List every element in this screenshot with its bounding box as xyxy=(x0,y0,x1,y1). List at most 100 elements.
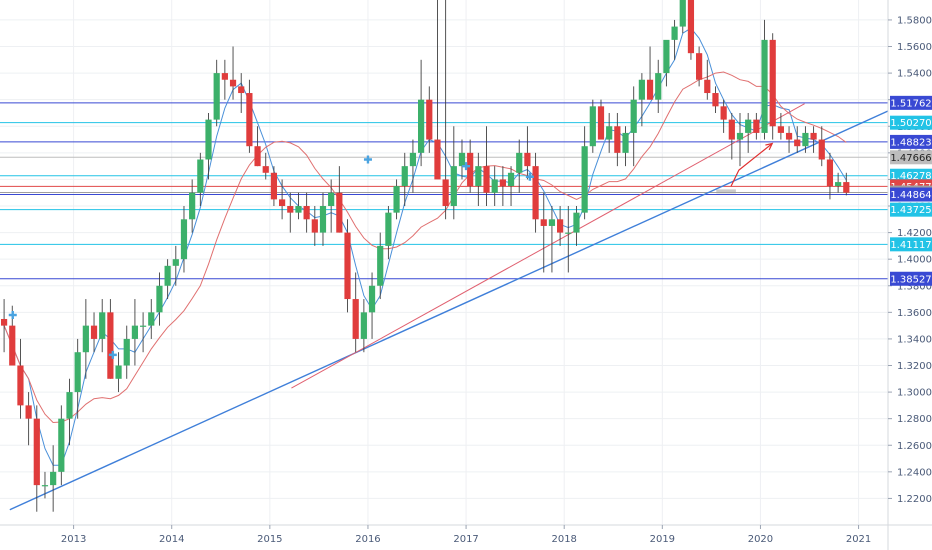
candle-body xyxy=(720,106,727,120)
candle-body xyxy=(475,166,482,187)
price-badge-label: 1.48823 xyxy=(890,137,931,148)
price-badge xyxy=(890,202,932,217)
candle-body xyxy=(818,139,825,160)
candle-body xyxy=(646,79,654,100)
candle-body xyxy=(589,106,596,147)
candle-body xyxy=(638,79,645,100)
candle-body xyxy=(810,132,817,140)
candle-body xyxy=(826,159,834,187)
candlesticks xyxy=(0,0,850,512)
candle-body xyxy=(761,39,768,133)
candle-body xyxy=(712,93,719,107)
candle-body xyxy=(581,146,588,213)
support-box xyxy=(716,189,736,194)
price-badge xyxy=(890,168,932,183)
candle-body xyxy=(442,179,449,207)
signal-marker xyxy=(525,172,534,181)
y-tick-label: 1.30000 xyxy=(897,388,932,399)
candle-body xyxy=(99,312,106,339)
candle-body xyxy=(172,259,179,266)
price-badge xyxy=(890,150,932,165)
candle-body xyxy=(74,352,81,393)
candle-body xyxy=(794,139,801,147)
y-tick-label: 1.54000 xyxy=(897,69,932,80)
candle-body xyxy=(401,166,408,187)
candle-body xyxy=(802,132,809,147)
candle-body xyxy=(785,132,793,140)
trendline-inner xyxy=(291,103,805,389)
candle-body xyxy=(491,179,498,193)
candle-body xyxy=(311,219,318,233)
price-badge-label: 1.41117 xyxy=(890,240,931,251)
price-badge xyxy=(890,237,932,252)
x-tick-label: 2021 xyxy=(846,534,871,545)
candle-body xyxy=(197,159,204,193)
candle-body xyxy=(254,146,261,167)
candle-body xyxy=(606,126,613,140)
candle-body xyxy=(107,312,114,379)
price-badge xyxy=(890,115,932,130)
candle-body xyxy=(319,206,327,233)
grid-lines xyxy=(0,0,888,525)
x-tick-label: 2019 xyxy=(650,534,675,545)
candle-body xyxy=(303,206,310,220)
price-badge-label: 1.47666 xyxy=(890,153,931,164)
candle-body xyxy=(663,39,670,74)
candle-body xyxy=(295,206,302,213)
candle-body xyxy=(90,325,98,339)
candle-body xyxy=(409,152,417,167)
candle-body xyxy=(499,179,506,187)
x-tick-label: 2018 xyxy=(551,534,576,545)
candle-body xyxy=(524,152,531,167)
candle-body xyxy=(33,418,40,486)
candle-body xyxy=(9,325,16,366)
ma-fast-line xyxy=(3,27,847,466)
candle-body xyxy=(58,418,65,472)
candle-body xyxy=(336,192,343,233)
candle-body xyxy=(352,299,359,339)
candle-body xyxy=(377,245,384,286)
candle-body xyxy=(483,166,490,193)
candle-body xyxy=(393,186,400,213)
candle-body xyxy=(687,0,695,54)
annotations xyxy=(730,142,774,187)
candle-body xyxy=(679,0,686,27)
candle-body xyxy=(0,318,8,326)
candle-body xyxy=(50,471,57,486)
candle-body xyxy=(565,232,572,234)
candle-body xyxy=(123,338,130,366)
candle-body xyxy=(696,53,703,80)
candle-body xyxy=(270,172,278,200)
y-tick-label: 1.28000 xyxy=(897,414,932,425)
x-tick-label: 2014 xyxy=(159,534,184,545)
candle-body xyxy=(622,132,629,153)
x-tick-label: 2016 xyxy=(355,534,380,545)
x-tick-label: 2015 xyxy=(257,534,282,545)
candle-body xyxy=(728,119,735,140)
candle-body xyxy=(25,405,32,419)
candle-body xyxy=(532,166,539,220)
y-tick-label: 1.58000 xyxy=(897,15,932,26)
ma-slow-line xyxy=(3,71,847,424)
projection-arrow xyxy=(730,143,773,187)
candle-body xyxy=(507,172,515,187)
candle-body xyxy=(287,206,294,213)
candle-body xyxy=(573,212,580,233)
x-tick-label: 2013 xyxy=(61,534,86,545)
candle-body xyxy=(213,73,220,120)
candle-body xyxy=(630,99,637,133)
candle-body xyxy=(835,182,842,187)
candle-body xyxy=(434,139,441,180)
candle-body xyxy=(238,86,245,94)
candle-body xyxy=(843,182,850,193)
candle-body xyxy=(66,392,73,419)
trendlines xyxy=(9,103,889,511)
price-badge xyxy=(890,134,932,149)
candle-body xyxy=(17,365,24,406)
price-badges: 1.517621.502701.488231.476661.462781.454… xyxy=(890,95,932,286)
price-badge-label: 1.44864 xyxy=(890,190,931,201)
y-tick-label: 1.32000 xyxy=(897,361,932,372)
candle-body xyxy=(246,93,253,147)
candle-body xyxy=(41,485,49,487)
